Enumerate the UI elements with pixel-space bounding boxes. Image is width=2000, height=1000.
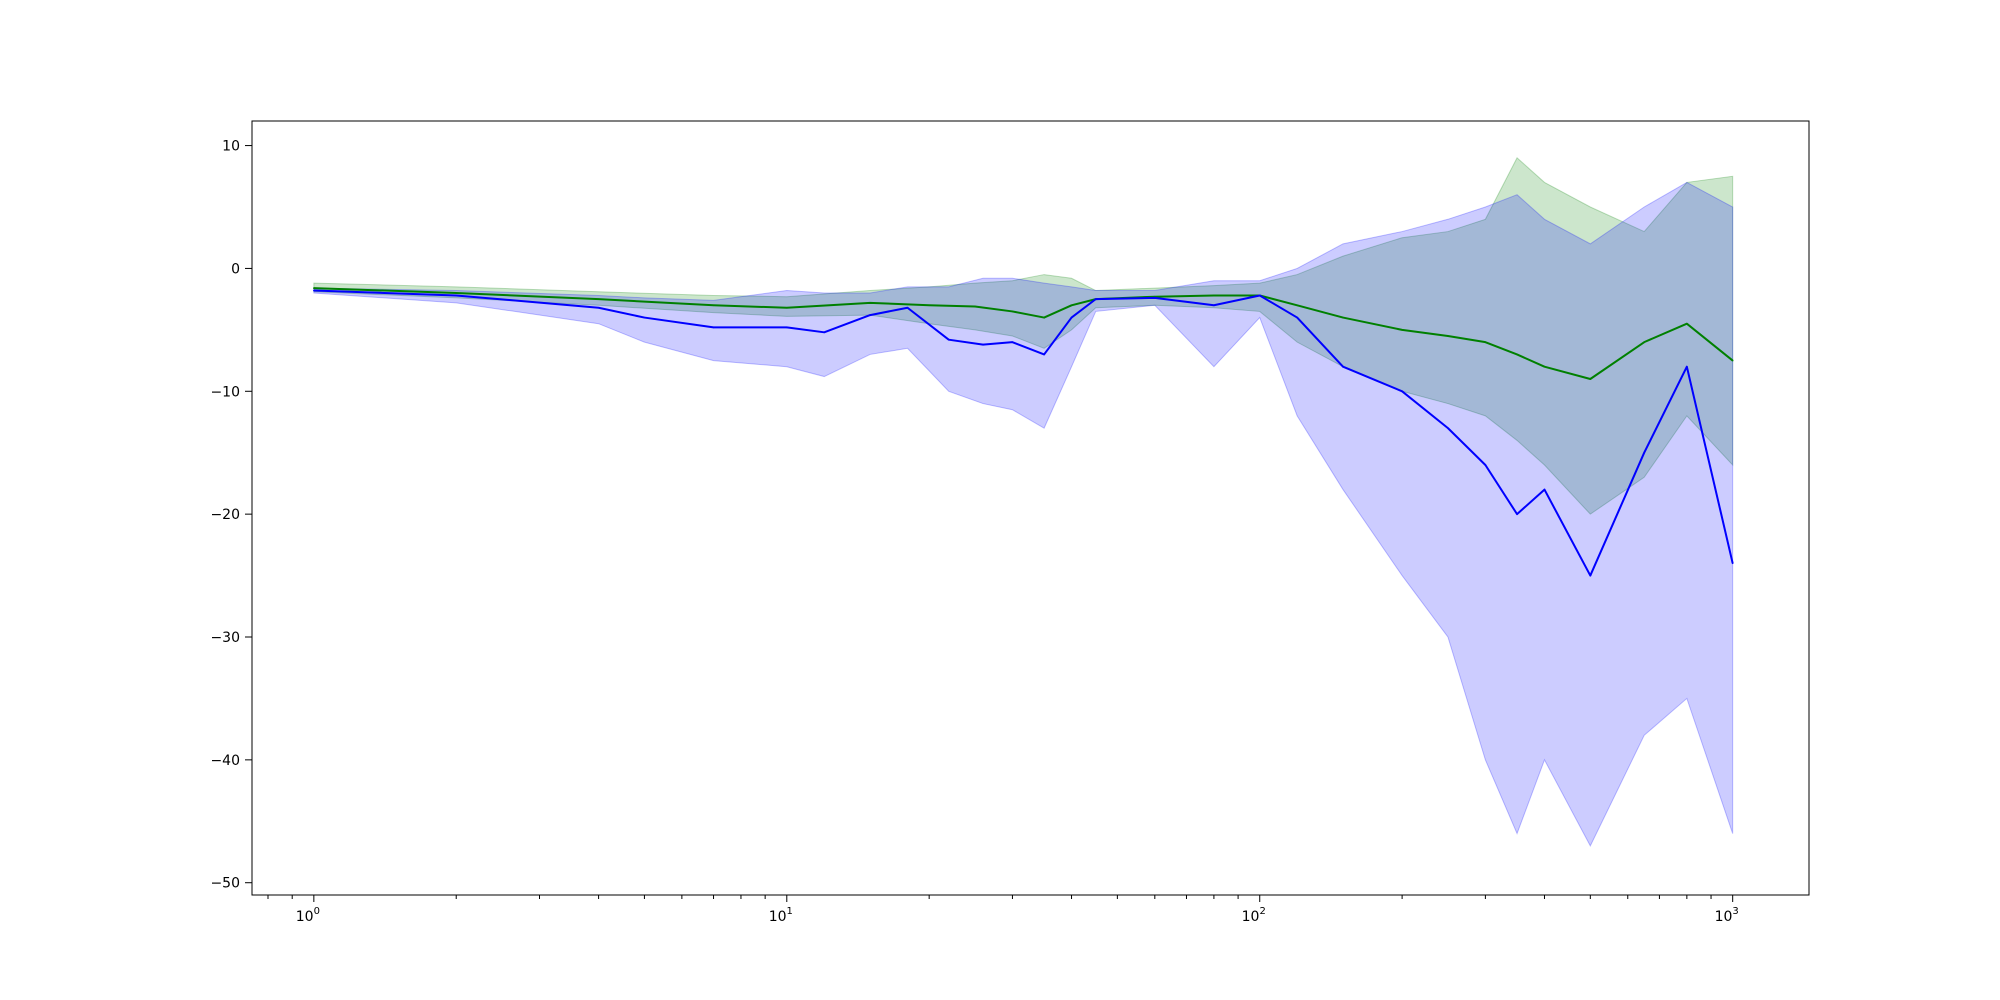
- series-1-point: [313, 287, 315, 289]
- series-2-point: [1401, 390, 1403, 393]
- series-2-band: [313, 181, 1734, 847]
- series-2-point: [947, 338, 950, 341]
- series-1-point: [1043, 316, 1045, 319]
- x-tick-label: 100: [296, 906, 320, 925]
- series-2-point: [1516, 513, 1518, 515]
- x-axis-ticks: 100 101 102 103: [267, 895, 1739, 925]
- series-1-line: [313, 287, 1734, 380]
- series-1-point: [1011, 310, 1014, 313]
- series-2-point: [906, 306, 909, 309]
- series-2-point: [712, 326, 715, 329]
- series-2-point: [982, 343, 984, 346]
- y-tick-label: −40: [210, 753, 240, 769]
- y-tick-label: −50: [210, 876, 240, 892]
- series-1-point: [1070, 304, 1073, 307]
- confidence-bands: [313, 157, 1734, 847]
- series-1-point: [712, 304, 715, 307]
- series-2-point: [1094, 298, 1097, 300]
- series-2-point: [1447, 427, 1449, 429]
- y-tick-label: −30: [210, 630, 240, 646]
- x-tick-label: 102: [1242, 906, 1266, 925]
- series-2-point: [1258, 294, 1261, 297]
- series-1-point: [597, 298, 600, 300]
- x-tick-label: 101: [769, 906, 793, 925]
- series-1-point: [1731, 359, 1734, 362]
- y-tick-label: −20: [210, 507, 240, 523]
- series-2-point: [1154, 297, 1156, 299]
- series-2-point: [1342, 365, 1344, 368]
- series-1-point: [1543, 365, 1546, 368]
- series-1-point: [1342, 316, 1344, 319]
- series-2-point: [1731, 562, 1734, 565]
- y-tick-label: −10: [210, 384, 240, 400]
- series-2-point: [785, 326, 788, 329]
- series-2-point: [1643, 451, 1645, 454]
- series-2-point: [455, 294, 458, 297]
- series-1-point: [974, 305, 976, 308]
- series-2-point: [1686, 365, 1688, 368]
- series-2-point: [823, 331, 826, 334]
- series-2-point: [869, 314, 871, 316]
- series-2-point: [643, 316, 646, 319]
- series-1-point: [1686, 322, 1688, 325]
- series-1-point: [869, 302, 871, 304]
- series-1-point: [1401, 329, 1403, 331]
- series-1-point: [1484, 341, 1487, 343]
- series-1-point: [1296, 304, 1298, 307]
- series-2-point: [1213, 304, 1215, 307]
- series-1-point: [455, 292, 458, 294]
- series-1-point: [785, 306, 788, 309]
- series-2-point: [1484, 464, 1487, 466]
- x-tick-label: 103: [1715, 906, 1739, 925]
- series-2-point: [1589, 574, 1592, 577]
- series-1-point: [1447, 335, 1449, 337]
- series-2-point: [313, 289, 315, 292]
- series-lines: [313, 287, 1734, 577]
- series-2-point: [597, 306, 600, 309]
- y-tick-label: 0: [231, 261, 240, 277]
- series-1-point: [1643, 341, 1645, 343]
- series-1-point: [1516, 353, 1518, 356]
- series-1-band: [313, 157, 1734, 515]
- series-2-point: [1070, 316, 1073, 319]
- series-1-point: [1589, 378, 1592, 380]
- y-axis-ticks: 10 0 −10 −20 −30 −40 −50: [210, 139, 252, 892]
- series-2-point: [1543, 488, 1546, 491]
- series-1-point: [928, 304, 930, 307]
- y-tick-label: 10: [222, 139, 240, 155]
- plot-area-frame: [251, 120, 1810, 896]
- series-2-point: [1043, 353, 1045, 356]
- series-2-point: [1011, 341, 1014, 343]
- series-1-point: [1213, 294, 1215, 297]
- series-2-point: [1296, 316, 1298, 319]
